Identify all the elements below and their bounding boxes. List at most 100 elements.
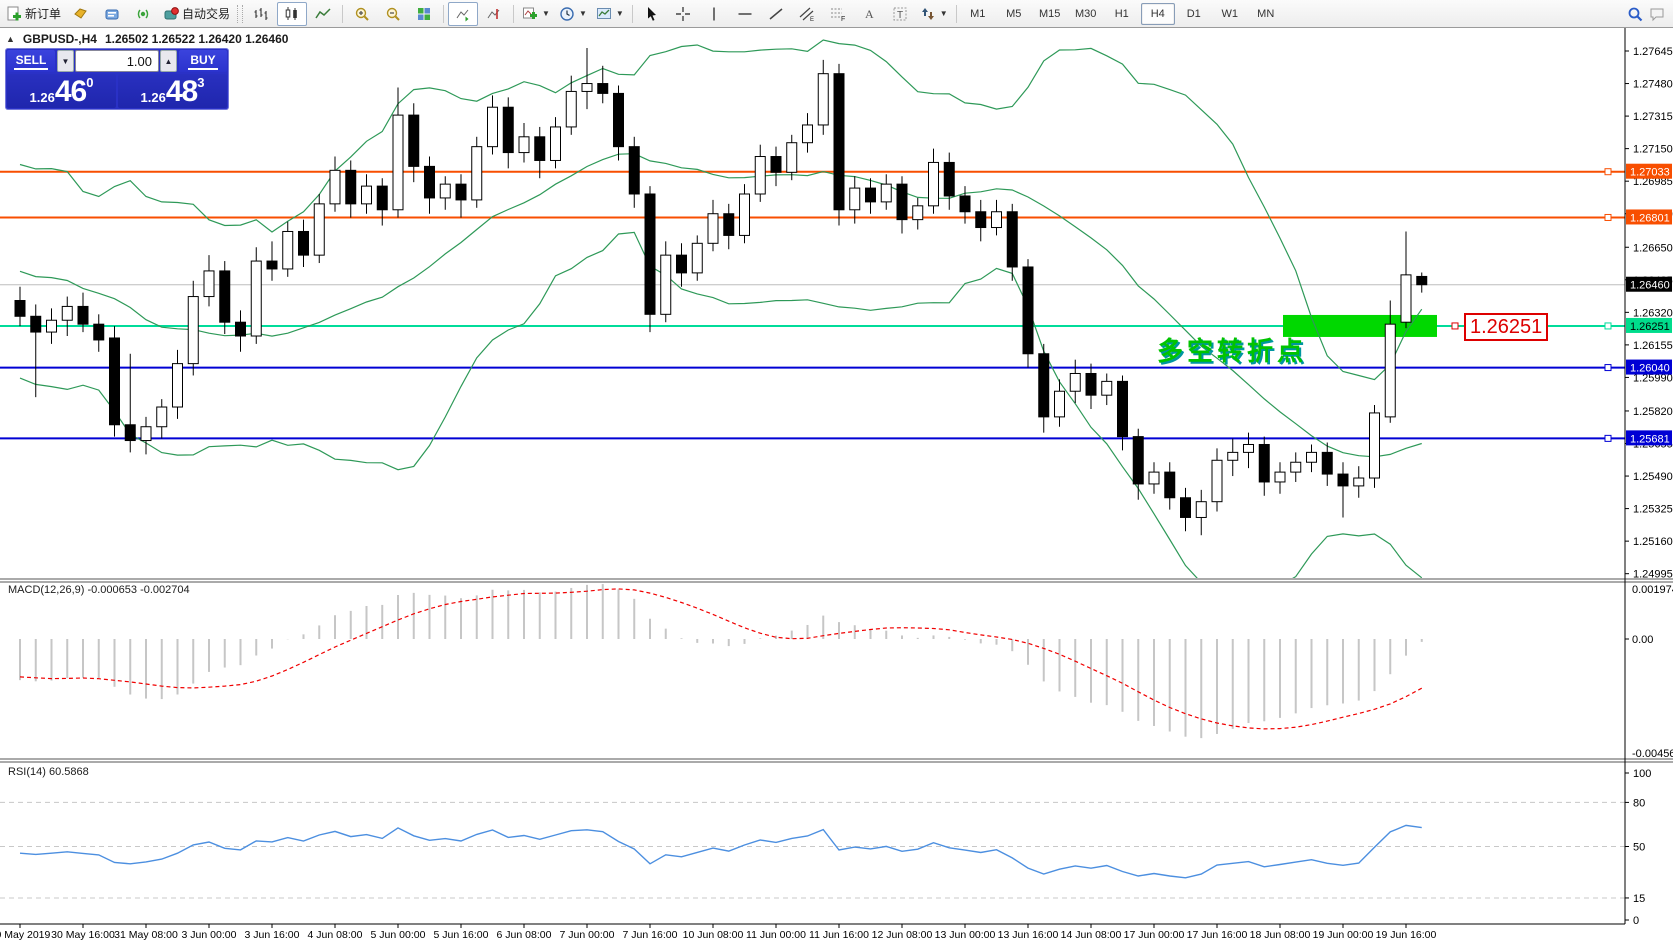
horizontal-line-tool-button[interactable] [730, 2, 760, 26]
search-icon[interactable] [1627, 6, 1643, 22]
svg-text:0: 0 [1633, 915, 1639, 927]
line-chart-button[interactable] [308, 2, 338, 26]
collapse-panel-icon[interactable]: ▲ [6, 34, 15, 44]
timeframe-h1-button[interactable]: H1 [1114, 7, 1129, 20]
candle [660, 254, 672, 315]
timeframe-m5-button[interactable]: M5 [1006, 7, 1022, 20]
candle [1258, 443, 1270, 483]
price-badge [1626, 359, 1672, 375]
candle [723, 213, 735, 236]
periods-button[interactable]: ▼ [555, 2, 591, 26]
zoom-in-button[interactable] [347, 2, 377, 26]
signals-button[interactable] [128, 2, 158, 26]
chart-shift-button[interactable] [479, 2, 509, 26]
candle [1117, 380, 1128, 438]
clock-icon [560, 6, 574, 21]
indicators-caret: ▼ [542, 9, 550, 18]
candle [802, 124, 813, 144]
crosshair-icon [675, 6, 690, 21]
turning-point-annotation[interactable]: 多空转折点 [1157, 337, 1308, 367]
svg-text:10 Jun 08:00: 10 Jun 08:00 [683, 929, 744, 941]
timeframe-w1-button[interactable]: W1 [1221, 7, 1238, 20]
green-highlight-rectangle[interactable] [1283, 314, 1437, 337]
channel-tool-button[interactable]: E [792, 2, 822, 26]
text-tool-button[interactable]: A [854, 2, 884, 26]
candle [282, 230, 294, 270]
indicators-button[interactable]: ▼ [518, 2, 554, 26]
line-handle[interactable] [1604, 364, 1612, 372]
svg-text:100: 100 [1633, 768, 1651, 780]
cursor-tool-button[interactable] [637, 2, 667, 26]
svg-text:6 Jun 08:00: 6 Jun 08:00 [497, 929, 552, 941]
line-handle[interactable] [1604, 213, 1612, 221]
new-order-button[interactable]: 新订单 [2, 2, 65, 26]
bar-chart-button[interactable] [246, 2, 276, 26]
candle [187, 296, 199, 365]
svg-text:1.26040: 1.26040 [1630, 363, 1670, 375]
svg-text:A: A [865, 7, 874, 21]
svg-text:E: E [810, 17, 814, 22]
autotrading-button[interactable]: 自动交易 [159, 2, 234, 26]
data-window-icon [105, 9, 119, 19]
price-level-flag[interactable]: 1.26251 [1464, 313, 1549, 341]
candle [959, 195, 971, 213]
macd-pane [19, 584, 1423, 739]
tile-windows-button[interactable] [409, 2, 439, 26]
svg-text:13 Jun 16:00: 13 Jun 16:00 [998, 929, 1059, 941]
candle [1243, 443, 1254, 453]
candlestick-chart-button[interactable] [277, 1, 308, 26]
buy-price-quote[interactable]: 1.26 48 3 [118, 74, 227, 108]
ohlc-values: 1.26502 1.26522 1.26420 1.26460 [104, 32, 289, 46]
svg-text:F: F [841, 16, 845, 22]
text-label-icon: T [893, 7, 907, 21]
timeframe-m30-button[interactable]: M30 [1075, 7, 1097, 20]
svg-text:-0.004564: -0.004564 [1632, 748, 1673, 760]
candle [613, 92, 624, 148]
arrows-tool-button[interactable]: ▼ [916, 2, 952, 26]
candle [172, 363, 183, 408]
zoom-out-button[interactable] [378, 2, 408, 26]
svg-text:14 Jun 08:00: 14 Jun 08:00 [1061, 929, 1122, 941]
new-order-label: 新订单 [25, 7, 62, 21]
line-handle[interactable] [1604, 168, 1612, 176]
svg-text:1.25990: 1.25990 [1633, 372, 1673, 384]
templates-button[interactable]: ▼ [592, 2, 628, 26]
trendline-tool-button[interactable] [761, 2, 791, 26]
data-window-button[interactable] [97, 2, 127, 26]
autotrading-icon [164, 6, 179, 19]
sell-button[interactable]: SELL [7, 50, 55, 72]
label-tool-button[interactable]: T [885, 2, 915, 26]
volume-decrease-button[interactable]: ▼ [57, 50, 74, 72]
candle [880, 183, 892, 203]
sell-price-quote[interactable]: 1.26 46 0 [7, 74, 116, 108]
line-handle[interactable] [1604, 322, 1612, 330]
candle [156, 406, 168, 428]
tags-icon [74, 7, 87, 19]
arrows-caret: ▼ [939, 9, 948, 18]
timeframe-m15-button[interactable]: M15 [1039, 7, 1061, 20]
market-watch-button[interactable] [66, 2, 96, 26]
candle [408, 114, 420, 167]
buy-button[interactable]: BUY [179, 50, 227, 72]
price-badge [1626, 317, 1672, 333]
svg-text:17 Jun 16:00: 17 Jun 16:00 [1187, 929, 1248, 941]
vertical-line-tool-button[interactable] [699, 2, 729, 26]
timeframe-h4-button[interactable]: H4 [1140, 2, 1175, 25]
candle [739, 193, 750, 236]
candle [581, 83, 593, 92]
svg-text:5 Jun 16:00: 5 Jun 16:00 [434, 929, 489, 941]
crosshair-tool-button[interactable] [668, 2, 698, 26]
volume-increase-button[interactable]: ▲ [160, 50, 177, 72]
chart-canvas[interactable]: 1.27645 1.27480 1.27315 1.27150 1.26985 1.268… [0, 28, 1673, 942]
auto-scroll-button[interactable] [448, 1, 479, 26]
timeframe-mn-button[interactable]: MN [1257, 7, 1275, 20]
line-handle[interactable] [1604, 434, 1612, 442]
toolbar-separator [513, 4, 515, 23]
timeframe-m1-button[interactable]: M1 [970, 7, 986, 20]
chat-icon[interactable] [1649, 6, 1665, 22]
timeframe-d1-button[interactable]: D1 [1186, 7, 1201, 20]
volume-input[interactable] [75, 50, 159, 72]
candle [644, 193, 656, 315]
templates-caret: ▼ [615, 9, 624, 18]
fibonacci-tool-button[interactable]: F [823, 2, 853, 26]
